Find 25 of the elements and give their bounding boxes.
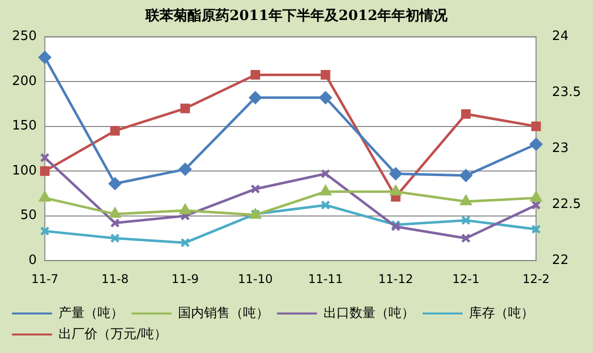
y2-tick-label: 22 xyxy=(552,252,569,268)
y-tick-label: 250 xyxy=(12,29,37,44)
legend-label: 产量（吨） xyxy=(58,306,124,321)
y2-tick-label: 24 xyxy=(552,29,569,44)
legend-label: 库存（吨） xyxy=(469,306,534,321)
y2-tick-label: 23.5 xyxy=(552,85,582,100)
legend-label: 出口数量（吨） xyxy=(324,306,414,321)
y-tick-label: 0 xyxy=(28,252,37,268)
y2-tick-label: 22.5 xyxy=(552,197,582,212)
y-tick-label: 150 xyxy=(12,118,37,134)
x-tick-label: 12-1 xyxy=(452,272,480,286)
y-tick-label: 100 xyxy=(12,163,37,178)
legend-label: 国内销售（吨） xyxy=(178,306,269,321)
x-tick-label: 11-8 xyxy=(101,272,129,286)
x-tick-label: 12-2 xyxy=(522,272,550,286)
x-tick-label: 11-12 xyxy=(378,272,414,286)
y-tick-label: 200 xyxy=(12,74,37,89)
x-tick-label: 11-9 xyxy=(172,272,199,286)
x-tick-label: 11-7 xyxy=(31,272,58,286)
y-tick-label: 50 xyxy=(20,208,37,224)
x-tick-label: 11-11 xyxy=(308,272,343,286)
x-tick-label: 11-10 xyxy=(238,272,273,286)
chart-title: 联苯菊酯原药2011年下半年及2012年年初情况 xyxy=(144,7,448,24)
legend-label: 出厂价（万元/吨） xyxy=(58,326,167,342)
y2-tick-label: 23 xyxy=(552,141,569,156)
